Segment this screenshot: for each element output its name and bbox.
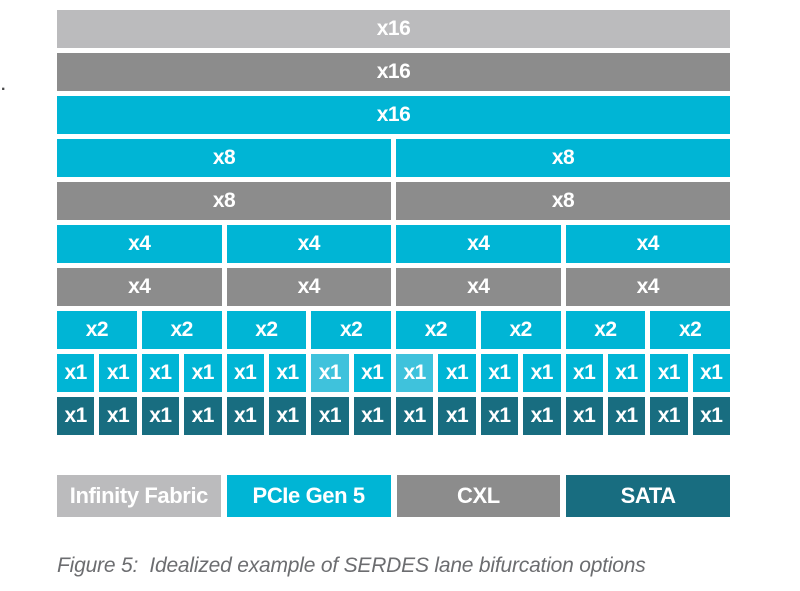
lane-segment-x1: x1	[353, 397, 391, 435]
lane-segment-x1: x1	[692, 354, 730, 392]
lane-segment-x1: x1	[268, 354, 307, 392]
lane-segment-x1: x1	[480, 354, 519, 392]
lane-segment-x4: x4	[226, 268, 391, 306]
lane-segment-x1: x1	[99, 397, 137, 435]
lane-segment-x1: x1	[141, 397, 180, 435]
row-x2-pcie: x2 x2 x2 x2 x2 x2 x2 x2	[57, 311, 730, 349]
row-x16-pcie: x16	[57, 96, 730, 134]
row-x4-pcie: x4 x4 x4 x4	[57, 225, 730, 263]
lane-segment-x1: x1	[650, 397, 688, 435]
row-x16-infinity-fabric: x16	[57, 10, 730, 48]
lane-segment-x4: x4	[57, 268, 222, 306]
lane-segment-x2: x2	[565, 311, 646, 349]
lane-segment-x1: x1	[311, 354, 349, 392]
lane-segment-x16: x16	[57, 96, 730, 134]
legend-item-pcie-gen-5: PCIe Gen 5	[226, 475, 391, 517]
lane-segment-x4: x4	[565, 268, 730, 306]
lane-segment-x1: x1	[692, 397, 730, 435]
lane-segment-x1: x1	[438, 354, 476, 392]
lane-segment-x1: x1	[607, 397, 646, 435]
lane-segment-x8: x8	[396, 139, 730, 177]
row-x1-pcie: x1 x1 x1 x1 x1 x1 x1 x1 x1 x1 x1 x1 x1 x1 x1 x1	[57, 354, 730, 392]
lane-segment-x1: x1	[57, 397, 95, 435]
legend: Infinity Fabric PCIe Gen 5 CXL SATA	[57, 475, 730, 517]
lane-segment-x1: x1	[141, 354, 180, 392]
lane-segment-x1: x1	[607, 354, 646, 392]
lane-segment-x1: x1	[184, 397, 222, 435]
lane-segment-x16: x16	[57, 10, 730, 48]
lane-segment-x1: x1	[226, 397, 264, 435]
lane-segment-x2: x2	[226, 311, 307, 349]
lane-segment-x1: x1	[353, 354, 391, 392]
figure-caption: Figure 5: Idealized example of SERDES la…	[57, 554, 646, 577]
lane-segment-x1: x1	[57, 354, 95, 392]
bifurcation-diagram: x16 x16 x16 x8 x8 x8 x8 x4 x4 x4 x4 x4 x4 x4 x4 x2 x2 x2 x…	[57, 10, 730, 435]
legend-item-sata: SATA	[566, 475, 730, 517]
lane-segment-x2: x2	[396, 311, 476, 349]
lane-segment-x8: x8	[396, 182, 730, 220]
lane-segment-x1: x1	[268, 397, 307, 435]
lane-segment-x1: x1	[650, 354, 688, 392]
lane-segment-x1: x1	[438, 397, 476, 435]
legend-item-infinity-fabric: Infinity Fabric	[57, 475, 221, 517]
lane-segment-x1: x1	[396, 397, 434, 435]
lane-segment-x8: x8	[57, 182, 391, 220]
lane-segment-x2: x2	[141, 311, 222, 349]
lane-segment-x4: x4	[57, 225, 222, 263]
lane-segment-x1: x1	[226, 354, 264, 392]
lane-segment-x2: x2	[480, 311, 561, 349]
row-x8-cxl: x8 x8	[57, 182, 730, 220]
lane-segment-x1: x1	[523, 397, 561, 435]
row-x16-cxl: x16	[57, 53, 730, 91]
lane-segment-x4: x4	[226, 225, 391, 263]
lane-segment-x4: x4	[396, 225, 561, 263]
row-x4-cxl: x4 x4 x4 x4	[57, 268, 730, 306]
lane-segment-x8: x8	[57, 139, 391, 177]
lane-segment-x1: x1	[184, 354, 222, 392]
lane-segment-x4: x4	[396, 268, 561, 306]
lane-segment-x1: x1	[565, 397, 603, 435]
legend-item-cxl: CXL	[396, 475, 561, 517]
lane-segment-x2: x2	[57, 311, 137, 349]
row-x1-sata: x1 x1 x1 x1 x1 x1 x1 x1 x1 x1 x1 x1 x1 x1 x1 x1	[57, 397, 730, 435]
lane-segment-x4: x4	[565, 225, 730, 263]
lane-segment-x2: x2	[650, 311, 730, 349]
lane-segment-x1: x1	[480, 397, 519, 435]
lane-segment-x16: x16	[57, 53, 730, 91]
lane-segment-x2: x2	[311, 311, 391, 349]
lane-segment-x1: x1	[311, 397, 349, 435]
lane-segment-x1: x1	[99, 354, 137, 392]
lane-segment-x1: x1	[523, 354, 561, 392]
lane-segment-x1: x1	[396, 354, 434, 392]
row-x8-pcie: x8 x8	[57, 139, 730, 177]
lane-segment-x1: x1	[565, 354, 603, 392]
stray-period-mark: .	[1, 77, 6, 94]
